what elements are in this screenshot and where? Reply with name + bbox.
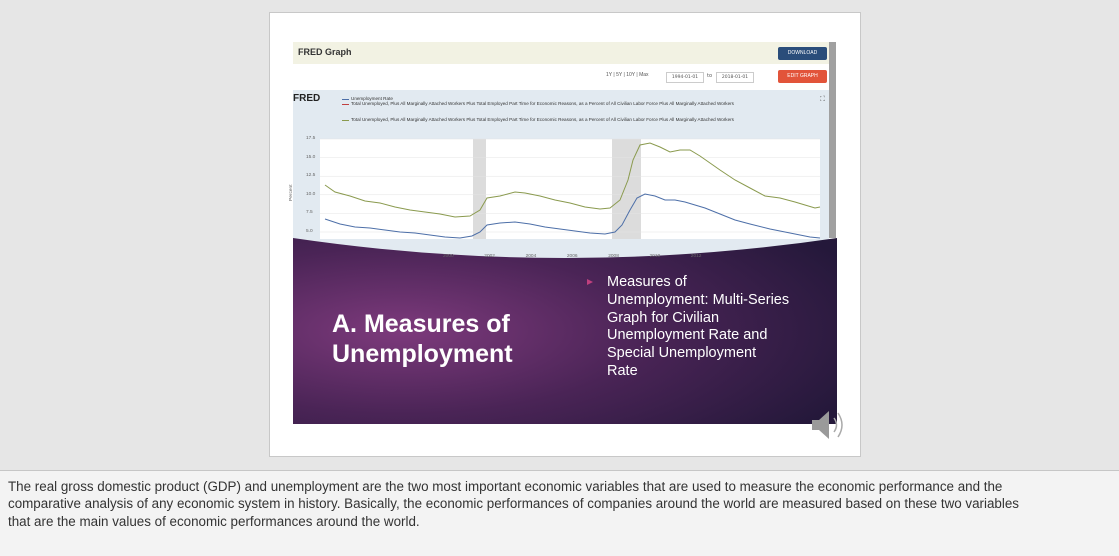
fred-logo: FRED <box>293 93 321 104</box>
bullet-marker <box>587 279 593 285</box>
legend-entry: Total Unemployed, Plus All Marginally At… <box>351 117 734 122</box>
date-to: to <box>707 73 713 79</box>
series-line <box>324 193 821 239</box>
x-tick-label: 2000 <box>443 254 454 259</box>
download-button[interactable]: DOWNLOAD <box>778 47 827 60</box>
legend-entry: Unemployment Rate <box>351 96 393 101</box>
graph-scrollbar <box>829 42 836 238</box>
notes-text: The real gross domestic product (GDP) an… <box>8 479 1003 494</box>
speaker-icon <box>812 411 843 439</box>
y-tick-label: 17.5 <box>306 136 316 141</box>
notes-text: that are the main values of economic per… <box>8 513 420 529</box>
notes-text: comparative analysis of any economic sys… <box>8 496 1019 512</box>
legend-entry: Total Unemployed, Plus All Marginally At… <box>351 101 734 106</box>
recession-band <box>473 139 486 239</box>
series-line <box>324 142 821 218</box>
x-tick-label: 2012 <box>690 254 702 259</box>
x-tick-label: 2006 <box>566 254 578 259</box>
bullet-text: Unemployment: Multi-Series <box>607 291 790 308</box>
title-panel <box>293 238 837 424</box>
bullet-text: Measures of <box>607 274 687 290</box>
y-tick-label: 10.0 <box>306 191 316 197</box>
recession-band <box>612 139 641 239</box>
fullscreen-icon: ⛶ <box>820 95 825 103</box>
bullet-text: Unemployment Rate and <box>607 327 768 344</box>
y-axis-label: Percent <box>289 184 294 201</box>
graph-header-bg <box>293 42 830 64</box>
plot-area <box>320 139 820 239</box>
y-tick-label: 5.0 <box>306 229 313 234</box>
slide-title: A. Measures of <box>332 310 510 338</box>
y-tick-label: 12.5 <box>306 173 316 179</box>
end-date[interactable]: 2018-01-01 <box>716 72 754 83</box>
slide-graphics: ⛶ <box>293 42 843 439</box>
start-date[interactable]: 1994-01-01 <box>666 72 704 83</box>
x-tick-label: 2008 <box>608 254 619 259</box>
legend-swatch <box>342 104 349 105</box>
range-links[interactable]: 1Y | 5Y | 10Y | Max <box>606 72 649 78</box>
bullet-text: Special Unemployment <box>607 345 757 362</box>
legend-swatch <box>342 99 349 100</box>
edit-graph-button[interactable]: EDIT GRAPH <box>778 70 827 83</box>
slide-title: Unemployment <box>332 340 513 368</box>
x-tick-label: 2010 <box>649 254 661 259</box>
x-tick-label: 2002 <box>484 254 495 259</box>
x-tick-label: 2004 <box>525 254 537 259</box>
y-tick-label: 7.5 <box>306 210 313 216</box>
bullet-text: Graph for Civilian <box>607 309 720 326</box>
bullet-text: Rate <box>607 363 638 379</box>
y-tick-label: 15.0 <box>306 154 316 160</box>
graph-header: FRED Graph <box>298 47 352 57</box>
legend-swatch <box>342 120 349 121</box>
notes-panel: The real gross domestic product (GDP) an… <box>0 470 1119 556</box>
